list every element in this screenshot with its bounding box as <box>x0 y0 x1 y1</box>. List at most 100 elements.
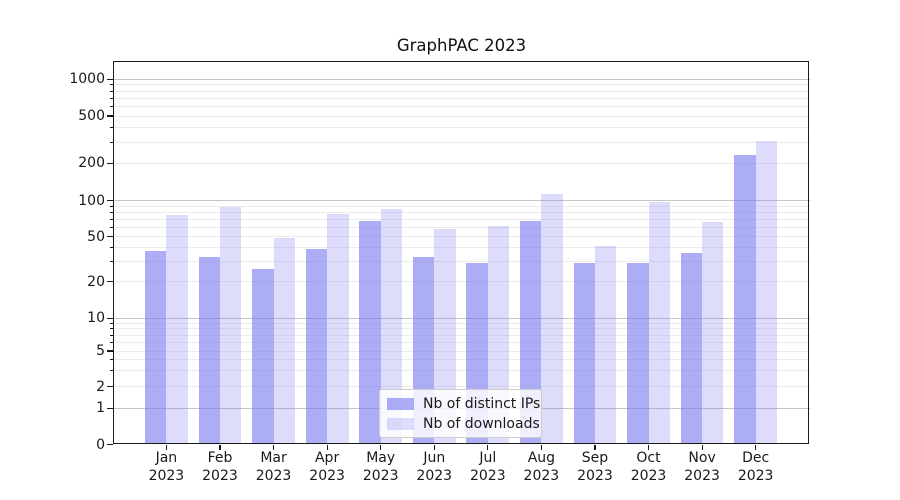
bar-distinct-ips <box>198 257 220 445</box>
grid-line-major <box>113 200 810 202</box>
x-tick-year: 2023 <box>255 467 292 484</box>
grid-line-minor <box>113 105 810 107</box>
grid-line-minor <box>113 218 810 220</box>
y-tick-label: 2 <box>96 378 105 395</box>
y-tick-mark <box>107 78 113 80</box>
y-tick-mark <box>107 162 113 164</box>
x-tick-mark <box>326 444 328 450</box>
y-minor-tick-mark <box>109 261 113 263</box>
x-tick-label: Mar 2023 <box>242 450 306 485</box>
grid-line-minor <box>113 127 810 129</box>
grid-line-minor <box>113 247 810 249</box>
bar-downloads <box>702 222 724 445</box>
x-tick-month: Aug <box>527 450 556 466</box>
x-tick-label: Jun 2023 <box>402 450 466 485</box>
x-tick-label: Oct 2023 <box>617 450 681 485</box>
grid-line-minor <box>113 350 810 352</box>
grid-line-minor <box>113 334 810 336</box>
x-tick-month: Jun <box>423 450 446 466</box>
grid-line-minor <box>113 211 810 213</box>
x-tick-year: 2023 <box>148 467 185 484</box>
grid-line-minor <box>113 328 810 330</box>
bar-downloads <box>273 237 295 445</box>
x-tick-year: 2023 <box>737 467 774 484</box>
grid-line-minor <box>113 162 810 164</box>
bar-downloads <box>166 214 188 445</box>
x-tick-month: Nov <box>688 450 716 466</box>
legend-swatch-distinct-ips <box>387 397 414 410</box>
legend: Nb of distinct IPs Nb of downloads <box>379 389 542 438</box>
x-tick-year: 2023 <box>577 467 613 484</box>
grid-line-minor <box>113 205 810 207</box>
x-tick-mark <box>755 444 757 450</box>
x-tick-year: 2023 <box>684 467 720 484</box>
grid-line-minor <box>113 141 810 143</box>
x-tick-mark <box>165 444 167 450</box>
x-tick-mark <box>540 444 542 450</box>
y-minor-tick-mark <box>109 370 113 372</box>
x-tick-label: Nov 2023 <box>670 450 734 485</box>
y-minor-tick-mark <box>109 205 113 207</box>
grid-line-major <box>113 317 810 319</box>
y-minor-tick-mark <box>109 97 113 99</box>
y-tick-label: 50 <box>87 228 105 245</box>
x-tick-month: Apr <box>314 450 340 466</box>
y-tick-label: 1 <box>96 400 105 417</box>
y-minor-tick-mark <box>109 211 113 213</box>
y-tick-mark <box>107 407 113 409</box>
x-tick-label: Jul 2023 <box>456 450 520 485</box>
bar-distinct-ips <box>145 251 167 445</box>
y-tick-mark <box>107 350 113 352</box>
legend-label-distinct-ips: Nb of distinct IPs <box>423 395 541 412</box>
y-minor-tick-mark <box>109 359 113 361</box>
x-tick-mark <box>701 444 703 450</box>
x-tick-mark <box>272 444 275 450</box>
y-minor-tick-mark <box>109 218 113 220</box>
x-tick-year: 2023 <box>523 467 560 484</box>
grid-line-minor <box>113 115 810 117</box>
y-minor-tick-mark <box>109 90 113 92</box>
grid-line-minor <box>113 261 810 263</box>
y-tick-mark <box>107 115 113 117</box>
x-tick-month: Oct <box>636 450 661 466</box>
bar-downloads <box>755 140 778 445</box>
y-minor-tick-mark <box>109 84 113 86</box>
y-tick-mark <box>107 317 113 319</box>
x-tick-month: May <box>366 450 396 466</box>
y-minor-tick-mark <box>109 141 113 143</box>
chart-title: GraphPAC 2023 <box>396 36 527 55</box>
x-tick-label: Aug 2023 <box>509 450 573 485</box>
legend-item-downloads: Nb of downloads <box>387 416 540 432</box>
x-tick-label: Jan 2023 <box>134 450 198 485</box>
y-minor-tick-mark <box>109 105 113 107</box>
x-tick-month: Feb <box>207 450 233 466</box>
x-tick-mark <box>380 444 382 450</box>
grid-line-minor <box>113 359 810 361</box>
grid-line-minor <box>113 386 810 387</box>
x-tick-year: 2023 <box>309 467 345 484</box>
x-tick-year: 2023 <box>469 467 506 484</box>
bar-distinct-ips <box>627 263 649 445</box>
grid-line-minor <box>113 97 810 99</box>
x-tick-year: 2023 <box>416 467 453 484</box>
y-minor-tick-mark <box>109 322 113 324</box>
grid-line-minor <box>113 226 810 228</box>
bar-downloads <box>380 209 403 445</box>
bar-downloads <box>219 207 242 445</box>
y-tick-label: 1000 <box>69 71 105 88</box>
y-tick-label: 0 <box>96 436 105 453</box>
legend-swatch-downloads <box>387 417 414 430</box>
grid-line-minor <box>113 322 810 324</box>
grid-line-minor <box>113 84 810 86</box>
y-tick-mark <box>107 236 113 238</box>
x-tick-mark <box>433 444 435 450</box>
bar-distinct-ips <box>252 268 274 445</box>
bar-distinct-ips <box>680 252 703 445</box>
x-tick-label: May 2023 <box>349 450 413 485</box>
x-tick-month: Jul <box>479 450 497 466</box>
bar-downloads <box>594 246 617 445</box>
bar-downloads <box>648 202 670 445</box>
y-tick-mark <box>107 200 113 202</box>
x-tick-label: Feb 2023 <box>188 450 252 485</box>
